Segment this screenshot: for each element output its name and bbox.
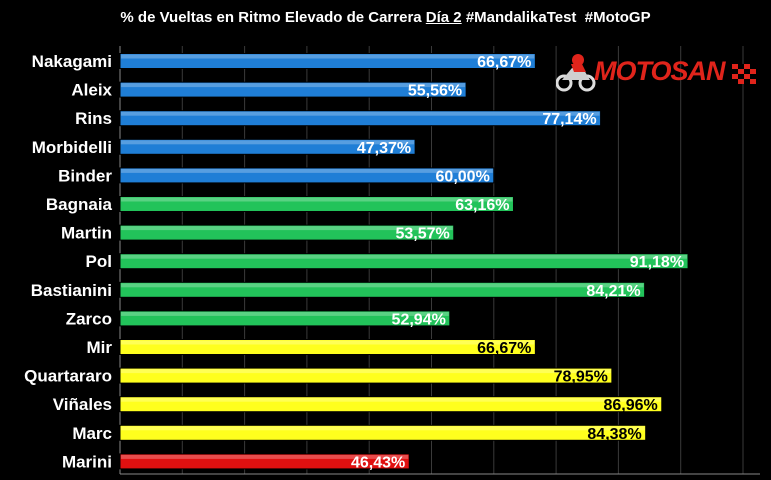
- data-label: 63,16%: [455, 197, 509, 214]
- bar-highlight: [121, 311, 449, 316]
- labels: Nakagami 66,67% Aleix 55,56% Rins 77,14% Morbi…: [24, 52, 684, 471]
- title-day: Día 2: [425, 9, 462, 26]
- category-label: Pol: [86, 252, 112, 271]
- bar: [119, 281, 646, 298]
- bar-highlight: [121, 340, 535, 345]
- data-label: 60,00%: [436, 168, 490, 185]
- data-label: 47,37%: [357, 140, 411, 157]
- bar: [119, 53, 536, 69]
- data-label: 77,14%: [542, 111, 596, 128]
- bar-highlight: [121, 111, 600, 116]
- bar-highlight: [121, 83, 466, 88]
- bar: [119, 453, 410, 470]
- bar-highlight: [121, 226, 453, 231]
- data-label: 46,43%: [351, 454, 405, 471]
- bars: [119, 53, 689, 470]
- bar: [119, 339, 536, 355]
- motorcycle-rider-icon: [556, 54, 596, 92]
- category-label: Nakagami: [32, 52, 112, 71]
- bar-highlight: [121, 454, 409, 459]
- bar: [119, 167, 495, 184]
- bar: [119, 81, 467, 98]
- motosan-logo: MOTOSAN: [556, 48, 756, 94]
- chart-title: % de Vueltas en Ritmo Elevado de Carrera…: [0, 9, 771, 26]
- data-label: 66,67%: [477, 340, 531, 357]
- logo-text: MOTOSAN: [594, 56, 726, 86]
- bar-highlight: [121, 426, 645, 431]
- title-hashtags: #MandalikaTest #MotoGP: [461, 9, 651, 26]
- category-label: Bagnaia: [46, 195, 113, 214]
- category-label: Morbidelli: [32, 138, 112, 157]
- bar-highlight: [121, 54, 535, 59]
- data-label: 86,96%: [603, 397, 657, 414]
- bar: [119, 138, 416, 155]
- title-text: % de Vueltas en Ritmo Elevado de Carrera: [120, 9, 426, 26]
- category-label: Zarco: [66, 309, 112, 328]
- bar-highlight: [121, 283, 644, 288]
- data-label: 91,18%: [630, 254, 684, 271]
- category-label: Quartararo: [24, 367, 112, 386]
- category-label: Viñales: [53, 395, 112, 414]
- bar: [119, 367, 613, 384]
- data-label: 78,95%: [554, 369, 608, 386]
- bar: [119, 396, 663, 413]
- bar-highlight: [121, 397, 661, 402]
- category-label: Bastianini: [31, 281, 112, 300]
- bar: [119, 253, 689, 270]
- category-label: Marc: [72, 424, 112, 443]
- bar: [119, 110, 602, 127]
- data-label: 55,56%: [408, 83, 462, 100]
- category-label: Mir: [87, 338, 113, 357]
- bar-highlight: [121, 254, 688, 259]
- bar-highlight: [121, 140, 415, 145]
- data-label: 66,67%: [477, 54, 531, 71]
- bar-highlight: [121, 197, 513, 202]
- category-label: Binder: [58, 166, 112, 185]
- bar: [119, 310, 451, 327]
- bar: [119, 424, 647, 441]
- bar-highlight: [121, 168, 493, 173]
- data-label: 52,94%: [392, 311, 446, 328]
- bar: [119, 196, 514, 212]
- category-label: Rins: [75, 109, 112, 128]
- data-label: 84,21%: [586, 283, 640, 300]
- bar: [119, 224, 455, 241]
- checkered-flag-icon: [732, 64, 756, 84]
- data-label: 53,57%: [395, 226, 449, 243]
- category-label: Aleix: [71, 81, 112, 100]
- bar-highlight: [121, 369, 611, 374]
- data-label: 84,38%: [587, 426, 641, 443]
- category-label: Martin: [61, 224, 112, 243]
- category-label: Marini: [62, 452, 112, 471]
